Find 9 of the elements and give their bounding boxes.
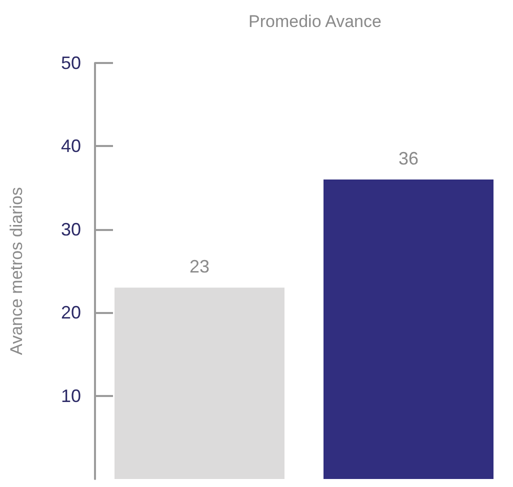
y-tick-label: 10 xyxy=(60,386,81,406)
data-label: 36 xyxy=(398,148,419,168)
y-tick-label: 40 xyxy=(60,136,81,156)
y-tick-label: 50 xyxy=(60,53,81,73)
data-label: 23 xyxy=(189,256,210,277)
y-tick-label: 20 xyxy=(60,302,81,323)
y-tick-label: 30 xyxy=(60,219,81,240)
y-axis-title: Avance metros diarios xyxy=(7,187,26,355)
chart-title: Promedio Avance xyxy=(248,12,382,31)
